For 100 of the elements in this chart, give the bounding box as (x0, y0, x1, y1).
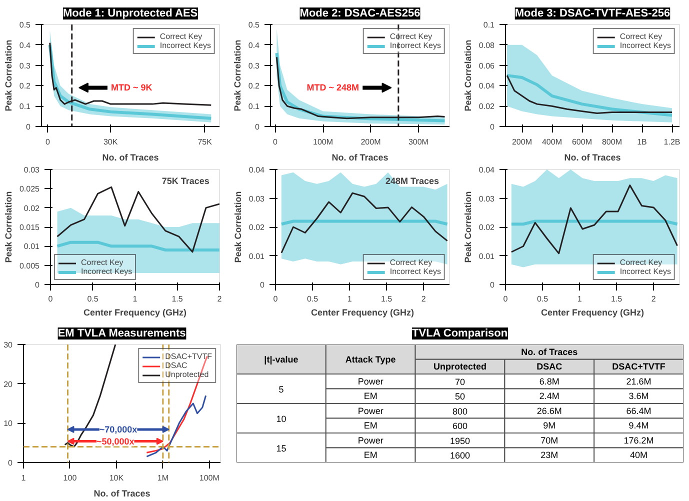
legend-label: Incorrect Keys (620, 267, 671, 276)
y-tick-label: 30 (4, 340, 14, 350)
category-label: DSAC (536, 362, 563, 372)
y-tick-label: 0.02 (248, 223, 266, 232)
legend-label: Correct Key (160, 32, 202, 41)
text: 15 (276, 443, 286, 454)
x-tick-label: 2 (217, 294, 222, 304)
y-tick-label: 0.04 (478, 166, 496, 174)
x-tick-label: 1.5 (381, 294, 393, 304)
y-tick-label: 0.03 (248, 194, 266, 204)
y-tick-label: 0.03 (478, 194, 496, 204)
x-tick-label: 0.5 (306, 294, 319, 304)
x-tick-label: 0.5 (87, 294, 99, 304)
x-tick-label: 0 (273, 294, 278, 304)
text: Power (358, 406, 384, 416)
x-tick-label: 2 (421, 294, 426, 304)
text: Power (358, 376, 384, 386)
category-label: |t|-value (264, 354, 298, 364)
y-axis-title: Peak Correlation (462, 191, 473, 263)
y-tick-label: 0.1 (483, 20, 496, 30)
y-tick-label: 0.3 (248, 61, 260, 70)
x-tick-label: 30K (103, 138, 118, 146)
x-tick-label: 1.5 (611, 294, 623, 304)
x-tick-label: 1.5 (172, 294, 184, 304)
legend-label: Incorrect Keys (160, 41, 211, 50)
x-tick-label: 1.2B (664, 138, 680, 146)
y-tick-label: 0.03 (24, 166, 40, 174)
y-tick-label: 0.04 (248, 166, 266, 174)
y-tick-label: 0.08 (478, 40, 496, 50)
y-axis-title: Peak Correlation (232, 191, 243, 263)
text: TVLA Comparison (412, 328, 508, 340)
y-tick-label: 0.01 (478, 252, 496, 261)
y-tick-label: 0.5 (19, 20, 32, 30)
y-axis-title: Peak Correlation (462, 40, 473, 112)
text: 2.4M (539, 391, 560, 402)
annotation: 75K Traces (162, 176, 210, 186)
x-tick-label: 200M (512, 138, 532, 146)
x-tick-label: 75K (198, 138, 213, 146)
y-tick-label: 0.4 (19, 40, 32, 50)
chart-title: Mode 3: DSAC-TVTF-AES-256 (514, 8, 670, 20)
y-tick-label: 10 (4, 419, 14, 428)
y-tick-label: 0.2 (248, 82, 260, 91)
y-tick-label: 0.015 (19, 223, 40, 232)
legend-label: Incorrect Keys (620, 41, 671, 50)
x-tick-label: 1B (637, 138, 647, 146)
text: 600 (452, 421, 468, 432)
y-tick-label: 0.02 (478, 223, 496, 232)
legend-label: Correct Key (620, 32, 662, 41)
x-tick-label: 1 (132, 294, 138, 304)
y-tick-label: 0.1 (248, 102, 260, 112)
y-tick-label: 0.025 (19, 184, 40, 194)
x-tick-label: 1 (577, 294, 582, 304)
category-label: DSAC+TVTF (612, 362, 666, 372)
y-tick-label: 0 (490, 122, 496, 132)
y-tick-label: 0 (26, 122, 32, 132)
y-tick-label: 0.02 (24, 204, 40, 213)
legend-label: Correct Key (620, 258, 662, 267)
line-series (510, 184, 678, 254)
legend-label: Correct Key (390, 258, 432, 267)
x-tick-label: 100M (313, 138, 334, 146)
text: 40M (630, 450, 648, 460)
x-axis-title: No. of Traces (94, 488, 150, 498)
text: 9.4M (628, 420, 649, 431)
text: 1950 (450, 436, 470, 446)
text: 66.4M (626, 406, 652, 416)
legend-label: Incorrect Keys (390, 267, 441, 276)
line-series (280, 192, 448, 254)
x-tick-label: 0 (48, 294, 54, 304)
y-tick-label: 0.1 (19, 102, 32, 112)
text: EM (364, 391, 378, 402)
category-label: Attack Type (345, 354, 396, 364)
x-tick-label: 800M (602, 138, 622, 146)
text: EM (364, 450, 378, 460)
category-label: Unprotected (434, 362, 487, 372)
y-tick-label: 0 (35, 280, 40, 290)
x-tick-label: 1M (157, 474, 169, 482)
x-tick-label: 0 (46, 138, 51, 146)
text: 6.8M (539, 376, 560, 386)
text: 10 (276, 414, 286, 424)
x-tick-label: 0 (503, 294, 508, 304)
x-axis-title: No. of Traces (332, 152, 388, 162)
x-tick-label: 1 (347, 294, 352, 304)
annotation: ~50,000x (96, 436, 134, 446)
annotation: 248M Traces (386, 176, 440, 186)
x-tick-label: 10K (109, 474, 124, 482)
x-axis-title: Center Frequency (GHz) (83, 308, 187, 318)
y-axis-title: Peak Correlation (3, 40, 14, 112)
text: 9M (543, 420, 556, 431)
legend-label: Correct Key (81, 258, 124, 267)
y-tick-label: 0 (490, 280, 496, 290)
text: 5 (278, 384, 284, 394)
y-tick-label: 0.5 (248, 20, 260, 30)
y-tick-label: 0.04 (478, 82, 496, 91)
chart-title: Mode 2: DSAC-AES256 (300, 8, 420, 20)
text: 23M (540, 450, 558, 460)
x-tick-label: 400M (542, 138, 562, 146)
y-tick-label: 0.01 (24, 242, 40, 252)
y-tick-label: 0.2 (19, 82, 32, 91)
line-series (56, 186, 220, 253)
y-tick-label: 0 (260, 280, 266, 290)
